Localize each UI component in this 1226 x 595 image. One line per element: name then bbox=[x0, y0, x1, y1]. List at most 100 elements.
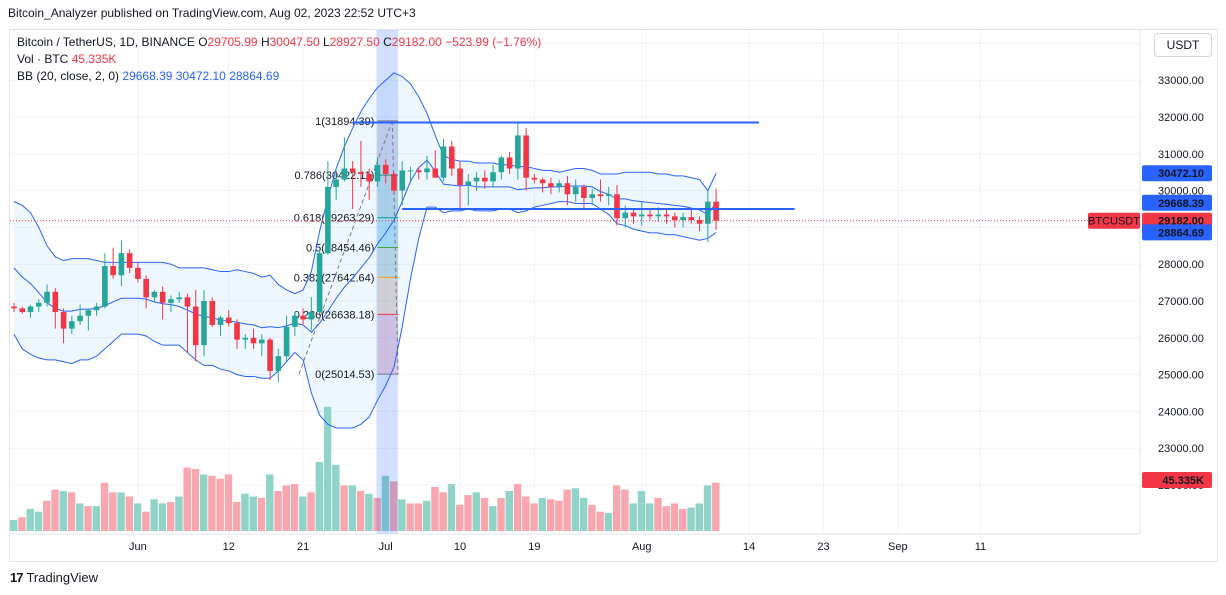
fib-zone bbox=[377, 120, 399, 176]
fib-level-label: 0(25014.53) bbox=[315, 369, 374, 381]
legend-bb-upper: 30472.10 bbox=[175, 69, 226, 83]
volume-bar bbox=[208, 475, 216, 531]
legend-low: 28927.50 bbox=[329, 35, 380, 49]
candle-body bbox=[597, 194, 604, 197]
volume-bar bbox=[662, 506, 670, 531]
volume-bar bbox=[166, 502, 175, 531]
footer-brand: 17 TradingView bbox=[10, 570, 98, 585]
volume-bar bbox=[290, 484, 299, 531]
price-tag-label: 29668.39 bbox=[1158, 198, 1204, 210]
legend-vol: 45.335K bbox=[71, 52, 117, 66]
candle-body bbox=[490, 172, 496, 182]
y-tick-label: 24000.00 bbox=[1158, 406, 1204, 418]
candle-body bbox=[531, 177, 538, 180]
candle-body bbox=[242, 337, 249, 340]
candle-body bbox=[473, 177, 480, 182]
candle-body bbox=[283, 326, 290, 357]
candle-body bbox=[663, 214, 670, 217]
candle-body bbox=[647, 214, 653, 217]
candle-body bbox=[151, 291, 158, 298]
fib-level-label: 0.618(29263.29) bbox=[294, 213, 375, 225]
volume-bar bbox=[687, 507, 695, 531]
candle-body bbox=[539, 179, 546, 184]
volume-bar bbox=[332, 464, 340, 531]
volume-bar bbox=[670, 503, 679, 531]
fib-zone bbox=[377, 314, 399, 375]
currency-button[interactable]: USDT bbox=[1154, 33, 1212, 57]
candle-body bbox=[325, 186, 331, 254]
volume-bar bbox=[596, 511, 604, 531]
price-tag-label: 28864.69 bbox=[1158, 227, 1204, 239]
candle-body bbox=[713, 201, 719, 221]
volume-bar bbox=[67, 492, 76, 531]
chart-frame bbox=[9, 29, 1218, 562]
price-tag bbox=[1142, 224, 1212, 241]
candle-body bbox=[27, 306, 34, 313]
volume-bar bbox=[323, 406, 332, 531]
volume-bar bbox=[497, 497, 505, 531]
fib-level-label: 0.236(26638.18) bbox=[294, 309, 375, 321]
candle-body bbox=[52, 291, 59, 313]
volume-bar bbox=[456, 504, 464, 531]
candle-body bbox=[250, 337, 257, 344]
volume-bar bbox=[513, 484, 522, 531]
legend-close: 29182.00 bbox=[391, 35, 442, 49]
volume-bar bbox=[10, 519, 18, 531]
candle-body bbox=[110, 266, 116, 276]
volume-bar bbox=[100, 482, 109, 531]
volume-bar bbox=[522, 496, 530, 531]
volume-bar bbox=[555, 500, 563, 531]
candle-body bbox=[308, 312, 315, 320]
volume-tag-label: 45.335K bbox=[1162, 475, 1204, 487]
candle-body bbox=[192, 306, 199, 346]
candle-body bbox=[630, 212, 637, 217]
volume-bar bbox=[489, 506, 497, 531]
y-tick-label: 31000.00 bbox=[1158, 149, 1204, 161]
candle-body bbox=[292, 315, 298, 327]
fib-zone bbox=[377, 247, 399, 278]
legend-high-label: H bbox=[260, 35, 270, 49]
candle-body bbox=[168, 299, 174, 303]
x-tick-label: 21 bbox=[297, 541, 309, 553]
fib-level-label: 1(31894.39) bbox=[315, 116, 374, 128]
candle-body bbox=[638, 214, 645, 217]
volume-bar bbox=[637, 490, 646, 531]
footer-brand-text: TradingView bbox=[26, 570, 99, 585]
chart-legend: Bitcoin / TetherUS, 1D, BINANCE O29705.9… bbox=[17, 34, 541, 85]
candle-body bbox=[349, 168, 356, 173]
candle-body bbox=[316, 253, 323, 313]
candle-body bbox=[680, 217, 686, 221]
candle-body bbox=[267, 339, 273, 371]
price-tag bbox=[1142, 194, 1212, 211]
candle-body bbox=[572, 186, 579, 195]
candle-body bbox=[217, 317, 224, 325]
candle-body bbox=[556, 183, 562, 187]
volume-bar bbox=[183, 467, 191, 531]
volume-bar bbox=[712, 482, 720, 531]
volume-bar bbox=[282, 485, 290, 531]
candle-body bbox=[407, 170, 414, 172]
y-tick-label: 27000.00 bbox=[1158, 296, 1204, 308]
legend-change: −523.99 (−1.76%) bbox=[445, 35, 542, 49]
candle-body bbox=[159, 291, 166, 303]
volume-bar bbox=[34, 511, 43, 531]
symbol-tag bbox=[1088, 212, 1140, 229]
publisher-line: Bitcoin_Analyzer published on TradingVie… bbox=[8, 6, 416, 20]
legend-volume-row: Vol · BTC 45.335K bbox=[17, 51, 541, 68]
candle-body bbox=[688, 217, 695, 221]
candle-body bbox=[126, 253, 133, 268]
price-tag-label: 30472.10 bbox=[1158, 168, 1204, 180]
candle-body bbox=[209, 301, 216, 325]
volume-bar bbox=[51, 489, 59, 531]
candle-body bbox=[102, 266, 108, 307]
volume-bar bbox=[249, 496, 257, 531]
legend-ohlc-row: Bitcoin / TetherUS, 1D, BINANCE O29705.9… bbox=[17, 34, 541, 51]
x-tick-label: 12 bbox=[223, 541, 235, 553]
candle-body bbox=[374, 164, 381, 182]
volume-bar bbox=[654, 497, 662, 531]
symbol-tag-label: BTCUSDT bbox=[1088, 216, 1140, 228]
candle-body bbox=[118, 253, 125, 276]
volume-bar bbox=[266, 474, 274, 531]
candle-body bbox=[440, 146, 447, 178]
